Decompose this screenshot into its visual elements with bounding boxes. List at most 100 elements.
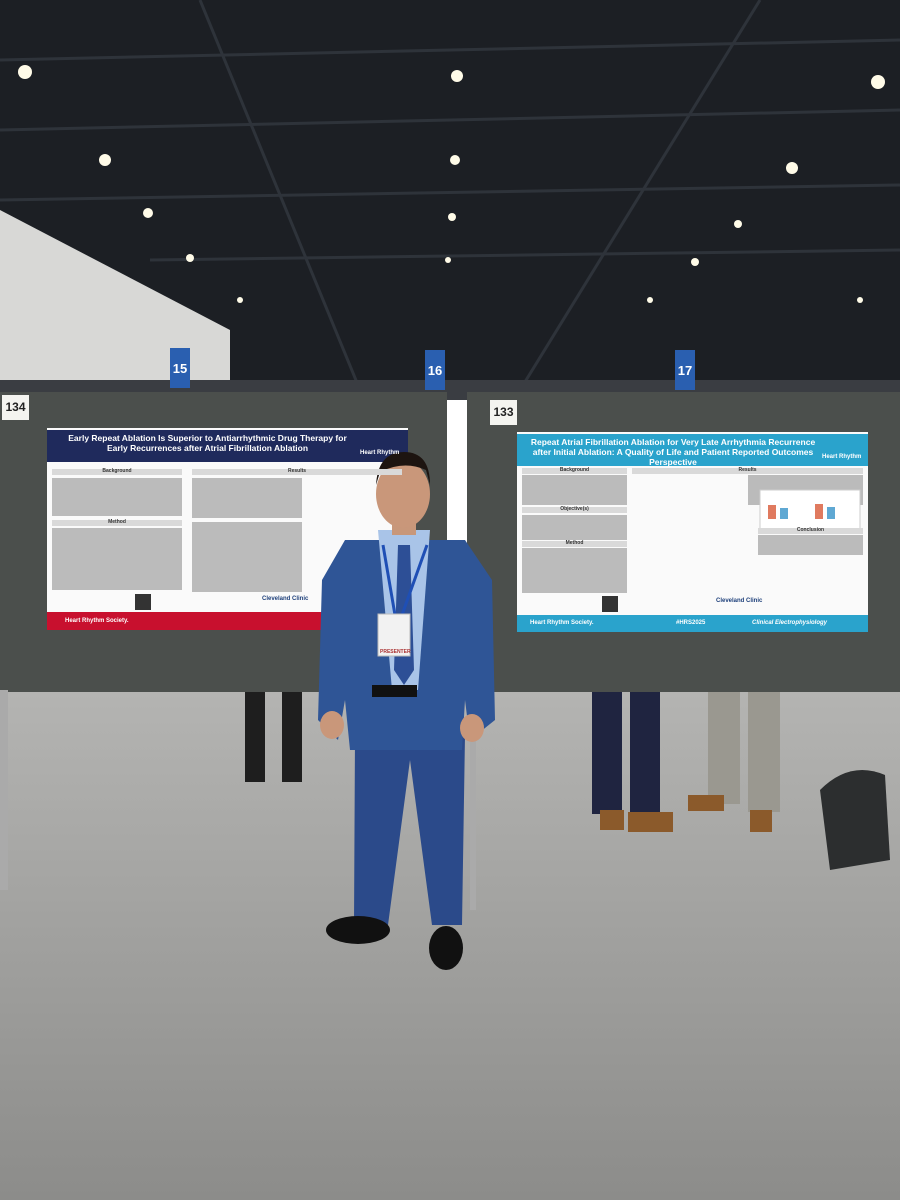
text-block [192, 478, 302, 518]
head [376, 460, 430, 528]
poster-body-text [52, 475, 863, 593]
text-block [522, 515, 627, 540]
chart-bar [768, 505, 776, 519]
text-block [52, 478, 182, 516]
shoe [600, 810, 624, 830]
lanyard [381, 544, 429, 616]
poster-header [517, 434, 868, 466]
presenter [318, 452, 495, 970]
hair [376, 452, 430, 485]
badge-label: PRESENTER [380, 649, 411, 655]
light [448, 213, 456, 221]
tagline: Clinical Electrophysiology [752, 620, 828, 626]
shoe [628, 812, 673, 832]
table-block [192, 522, 302, 592]
light [786, 162, 798, 174]
light [445, 257, 451, 263]
light [451, 70, 463, 82]
leg [748, 692, 780, 812]
board-leg [0, 690, 8, 890]
shoe [326, 916, 390, 944]
light [18, 65, 32, 79]
qr-code [135, 594, 151, 610]
hand [320, 711, 344, 739]
section-header: Background [522, 467, 627, 474]
poster-footer-text: Heart Rhythm Society. [530, 620, 594, 626]
light [99, 154, 111, 166]
institution: Cleveland Clinic [262, 596, 309, 602]
aisle-sign [425, 350, 445, 390]
light [143, 208, 153, 218]
qr-code [602, 596, 618, 612]
chart-frame [759, 489, 861, 531]
light [871, 75, 885, 89]
leg [282, 692, 302, 782]
trousers [354, 735, 465, 925]
section-header: Results [632, 467, 863, 474]
shoe [688, 795, 724, 811]
light [691, 258, 699, 266]
section-header: Method [52, 519, 182, 526]
chart-bar [827, 507, 835, 519]
text-block [758, 535, 863, 555]
aisle-sign-label: 15 [172, 361, 188, 376]
poster-header [47, 430, 408, 462]
text-block [522, 475, 627, 505]
leg [630, 692, 660, 814]
hashtag: #HRS2025 [676, 620, 706, 626]
text-block [52, 528, 182, 590]
section-header: Method [522, 540, 627, 547]
section-header: Background [52, 468, 182, 475]
light [186, 254, 194, 262]
chart-thumbnail [759, 489, 861, 531]
section-header: Objective(s) [522, 506, 627, 513]
shoe [429, 926, 463, 970]
aisle-sign [675, 350, 695, 390]
hand [460, 714, 484, 742]
poster-logo: Heart Rhythm [822, 454, 862, 460]
light [647, 297, 653, 303]
background-people [245, 692, 780, 832]
aisle-sign-label: 16 [427, 363, 443, 378]
board-number-tag [490, 400, 517, 425]
light [857, 297, 863, 303]
belt [372, 685, 417, 697]
section-header: Conclusion [758, 527, 863, 534]
light [450, 155, 460, 165]
ceiling-trusses [0, 0, 900, 391]
chart-bar [780, 508, 788, 519]
truss [518, 0, 762, 391]
leg [592, 692, 622, 814]
truss [0, 38, 900, 62]
truss [198, 0, 362, 391]
chart-bar [815, 504, 823, 519]
leg [245, 692, 265, 782]
poster-footer [47, 612, 327, 630]
board-number: 134 [5, 400, 26, 414]
truss [0, 108, 900, 132]
aisle-sign-label: 17 [677, 363, 693, 378]
board-number-tag [2, 395, 29, 420]
leg [708, 692, 740, 804]
board-number: 133 [493, 405, 514, 419]
section-header: Results [192, 468, 402, 475]
poster-title: Early Repeat Ablation Is Superior to Ant… [68, 433, 347, 453]
poster-logo: Heart Rhythm [360, 450, 400, 456]
light [734, 220, 742, 228]
truss [0, 183, 900, 202]
poster-footer-text: Heart Rhythm Society. [65, 618, 129, 624]
institution: Cleveland Clinic [716, 598, 763, 604]
truss [149, 248, 900, 262]
light [237, 297, 243, 303]
table-block [522, 548, 627, 593]
board-leg [470, 690, 476, 910]
aisle-sign [170, 348, 190, 388]
backpack [820, 770, 890, 870]
shoe [750, 810, 772, 832]
wall [0, 210, 230, 392]
poster-title: Repeat Atrial Fibrillation Ablation for … [530, 437, 816, 467]
badge [377, 613, 411, 657]
ceiling-lights [18, 65, 885, 303]
